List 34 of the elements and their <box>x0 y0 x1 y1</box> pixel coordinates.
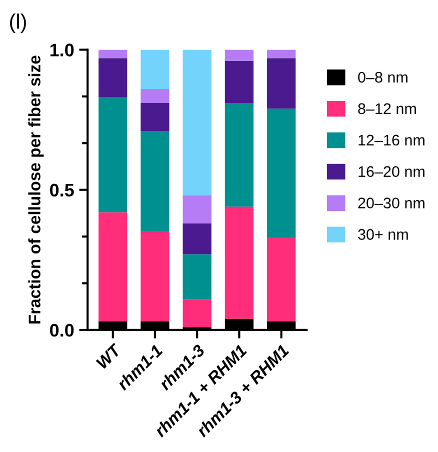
bar <box>267 50 296 58</box>
bar <box>140 88 170 103</box>
bar <box>98 212 128 322</box>
legend-label: 16–20 nm <box>358 166 424 177</box>
bar <box>140 130 170 232</box>
y-tick-label: 0.5 <box>50 184 74 197</box>
legend-label: 20–30 nm <box>358 198 424 208</box>
y-tick-label: 0.0 <box>50 324 74 337</box>
bar <box>182 299 212 328</box>
bar <box>98 97 128 212</box>
bar <box>224 102 254 207</box>
bar <box>182 195 212 224</box>
bar <box>224 206 254 319</box>
bar <box>182 254 212 300</box>
bar <box>140 50 170 89</box>
chart-title: (l) <box>10 14 26 33</box>
legend-label: 12–16 nm <box>358 134 424 146</box>
bar <box>224 50 254 61</box>
bar <box>98 58 128 98</box>
legend-label: 30+ nm <box>358 229 408 240</box>
y-tick-label: 1.0 <box>50 44 74 56</box>
x-tick-label: WT <box>96 342 122 370</box>
bar <box>182 50 212 196</box>
bar <box>182 223 212 254</box>
bar <box>98 50 128 58</box>
y-axis-title: Fraction of cellulose per fiber size <box>28 56 44 324</box>
bar <box>267 58 296 109</box>
bar <box>267 237 296 322</box>
legend-label: 0–8 nm <box>358 72 408 83</box>
bar <box>224 60 254 103</box>
bar <box>140 232 170 322</box>
legend-label: 8–12 nm <box>358 103 416 114</box>
bar <box>267 108 296 238</box>
bar <box>140 102 170 131</box>
